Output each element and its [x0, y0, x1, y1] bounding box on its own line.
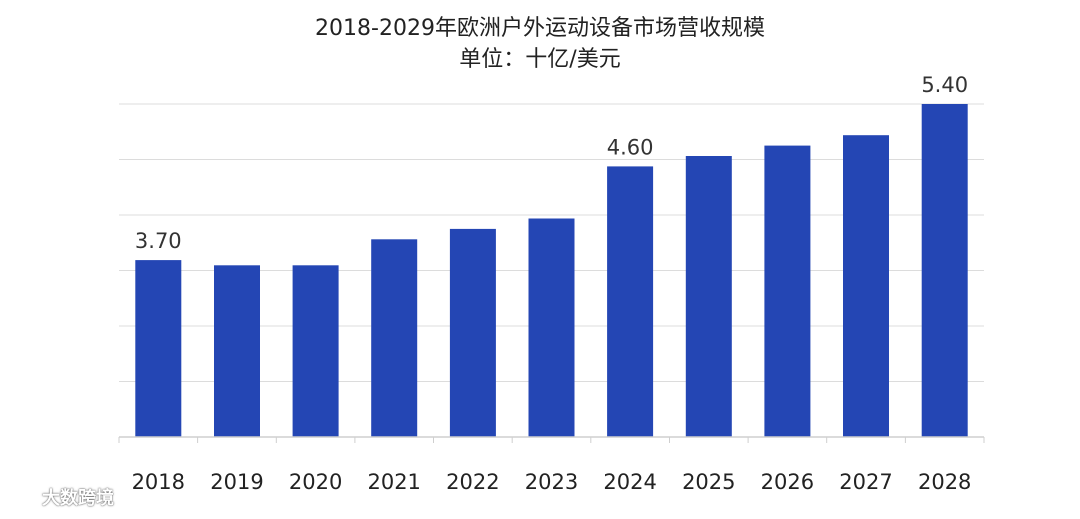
watermark-text: 大数跨境 [42, 488, 114, 509]
tick-label-2020: 2020 [289, 470, 342, 494]
tick-label-2026: 2026 [761, 470, 814, 494]
tick-label-2023: 2023 [525, 470, 578, 494]
bar-2024 [607, 166, 654, 437]
bar-2026 [764, 145, 811, 437]
bar-2018 [135, 260, 182, 437]
bar-2028 [921, 104, 968, 437]
bar-2027 [843, 135, 889, 437]
tick-label-2024: 2024 [603, 470, 656, 494]
x-axis-ticks: 2018 2019 2020 2021 2022 2023 2024 2025 2026 2027… [118, 437, 985, 494]
tick-label-2025: 2025 [682, 470, 735, 494]
bars [135, 104, 968, 437]
chart-title: 2018-2029年欧洲户外运动设备市场营收规模 [315, 16, 765, 41]
data-label-2024: 4.60 [607, 135, 654, 159]
bar-2021 [371, 239, 418, 437]
data-label-2018: 3.70 [135, 229, 182, 253]
tick-label-2018: 2018 [132, 470, 185, 494]
bar-2022 [449, 228, 496, 437]
watermark: 大数跨境 [8, 484, 114, 510]
bubble-logo-icon [8, 485, 38, 510]
tick-label-2028: 2028 [918, 470, 971, 494]
tick-label-2021: 2021 [367, 470, 420, 494]
tick-label-2019: 2019 [210, 470, 263, 494]
bar-2023 [528, 218, 575, 437]
data-label-2028: 5.40 [921, 73, 968, 97]
data-labels: 3.70 4.60 5.40 [135, 73, 968, 253]
bar-2019 [214, 265, 260, 437]
bar-2020 [292, 265, 339, 437]
tick-label-2027: 2027 [839, 470, 892, 494]
bar-2025 [685, 156, 732, 437]
chart-subtitle: 单位：十亿/美元 [459, 47, 621, 72]
tick-label-2022: 2022 [446, 470, 499, 494]
